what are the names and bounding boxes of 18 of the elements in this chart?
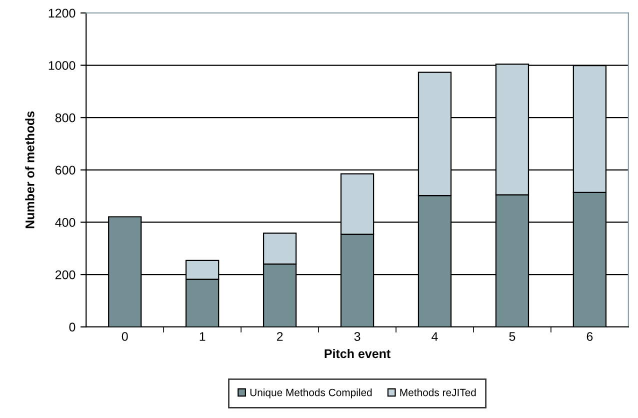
y-tick-label: 600 (55, 166, 76, 175)
y-tick-label: 200 (55, 270, 76, 280)
y-tick-label: 0 (69, 322, 76, 332)
y-tick-label: 400 (55, 218, 76, 227)
x-tick-label: 2 (276, 332, 283, 341)
y-tick-label: 1200 (48, 8, 76, 18)
x-tick-label: 1 (200, 332, 206, 341)
legend-label: Methods reJITed (400, 388, 476, 396)
y-tick-label: 1000 (48, 61, 76, 70)
y-axis-title: Number of methods (25, 111, 34, 228)
legend-label: Unique Methods Compiled (250, 388, 372, 398)
x-tick-label: 3 (354, 332, 360, 341)
x-axis-title: Pitch event (324, 348, 390, 358)
x-tick-label: 0 (122, 332, 128, 341)
y-tick-label: 800 (55, 113, 76, 122)
x-tick-label: 5 (509, 332, 516, 341)
x-tick-label: 6 (586, 332, 593, 341)
x-tick-label: 4 (432, 332, 438, 341)
